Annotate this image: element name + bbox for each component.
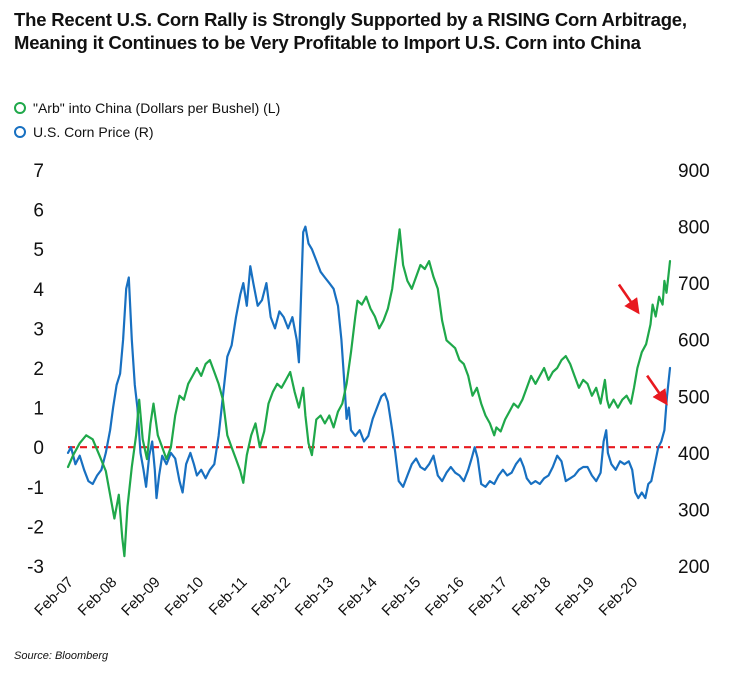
x-axis-ticks: Feb-07Feb-08Feb-09Feb-10Feb-11Feb-12Feb-… bbox=[31, 574, 641, 620]
x-tick-label: Feb-07 bbox=[31, 574, 77, 620]
right-tick-label: 900 bbox=[678, 161, 710, 182]
left-tick-label: -3 bbox=[27, 557, 44, 578]
x-tick-label: Feb-11 bbox=[206, 574, 251, 619]
legend-marker-corn bbox=[14, 126, 26, 138]
chart-title: The Recent U.S. Corn Rally is Strongly S… bbox=[14, 9, 687, 53]
x-tick-label: Feb-16 bbox=[422, 574, 468, 620]
series-line-corn bbox=[66, 225, 672, 500]
left-tick-label: 4 bbox=[33, 280, 44, 301]
x-tick-label: Feb-13 bbox=[292, 574, 338, 620]
right-tick-label: 300 bbox=[678, 500, 710, 521]
source-note: Source: Bloomberg bbox=[14, 650, 109, 662]
legend-item-arb: "Arb" into China (Dollars per Bushel) (L… bbox=[14, 96, 280, 120]
x-tick-label: Feb-19 bbox=[552, 574, 598, 620]
legend-item-corn: U.S. Corn Price (R) bbox=[14, 120, 280, 144]
left-tick-label: 2 bbox=[33, 359, 44, 380]
legend-marker-arb bbox=[14, 102, 26, 114]
series-line-arb bbox=[66, 228, 672, 558]
right-tick-label: 700 bbox=[678, 274, 710, 295]
annotation-arrow-corn bbox=[646, 374, 668, 406]
left-tick-label: -2 bbox=[27, 517, 44, 538]
x-tick-label: Feb-08 bbox=[75, 574, 121, 620]
x-tick-label: Feb-18 bbox=[509, 574, 555, 620]
x-tick-label: Feb-17 bbox=[465, 574, 511, 620]
legend-label-arb: "Arb" into China (Dollars per Bushel) (L… bbox=[33, 100, 281, 116]
x-tick-label: Feb-12 bbox=[248, 574, 294, 620]
left-tick-label: 0 bbox=[33, 438, 44, 459]
annotation-arrows bbox=[617, 283, 668, 406]
legend-label-corn: U.S. Corn Price (R) bbox=[33, 124, 154, 140]
left-tick-label: -1 bbox=[27, 478, 44, 499]
right-tick-label: 800 bbox=[678, 218, 710, 239]
right-tick-label: 500 bbox=[678, 387, 710, 408]
series-group bbox=[66, 225, 672, 558]
x-tick-label: Feb-15 bbox=[379, 574, 425, 620]
right-tick-label: 600 bbox=[678, 331, 710, 352]
left-tick-label: 5 bbox=[33, 240, 44, 261]
right-tick-label: 400 bbox=[678, 444, 710, 465]
left-tick-label: 6 bbox=[33, 201, 44, 222]
left-tick-label: 3 bbox=[33, 319, 44, 340]
annotation-arrow-arb bbox=[617, 283, 640, 315]
left-tick-label: 1 bbox=[33, 399, 44, 420]
right-tick-label: 200 bbox=[678, 557, 710, 578]
x-tick-label: Feb-20 bbox=[596, 574, 642, 620]
x-tick-label: Feb-09 bbox=[118, 574, 164, 620]
right-axis-ticks: 900 800 700 600 500 400 300 200 bbox=[678, 161, 710, 578]
left-axis-ticks: 7 6 5 4 3 2 1 0 -1 -2 -3 bbox=[27, 161, 44, 578]
left-tick-label: 7 bbox=[33, 161, 44, 182]
x-tick-label: Feb-14 bbox=[335, 574, 381, 620]
x-tick-label: Feb-10 bbox=[162, 574, 208, 620]
legend: "Arb" into China (Dollars per Bushel) (L… bbox=[14, 96, 280, 144]
